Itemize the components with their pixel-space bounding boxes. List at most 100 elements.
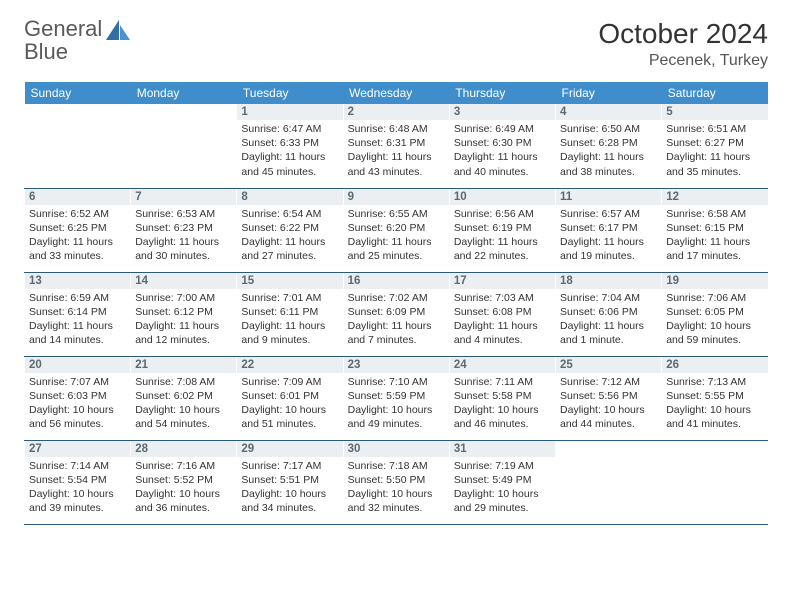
day-details: Sunrise: 7:12 AMSunset: 5:56 PMDaylight:… [560,375,657,432]
day-details: Sunrise: 7:03 AMSunset: 6:08 PMDaylight:… [454,291,551,348]
calendar-day-cell: 15Sunrise: 7:01 AMSunset: 6:11 PMDayligh… [237,272,343,356]
day-number: 19 [662,273,768,289]
calendar-day-cell: 20Sunrise: 7:07 AMSunset: 6:03 PMDayligh… [25,356,131,440]
calendar-day-cell: 4 Sunrise: 6:50 AMSunset: 6:28 PMDaylight… [556,104,662,188]
calendar-week-row: 1Sunrise: 6:47 AMSunset: 6:33 PMDaylight… [25,104,769,188]
calendar-day-cell: 1Sunrise: 6:47 AMSunset: 6:33 PMDaylight… [237,104,343,188]
day-number: 7 [131,189,236,205]
calendar-day-cell [556,440,662,524]
calendar-day-cell: 8 Sunrise: 6:54 AMSunset: 6:22 PMDaylight… [237,188,343,272]
weekday-header: Tuesday [237,82,343,104]
calendar-day-cell: 22 Sunrise: 7:09 AMSunset: 6:01 PMDayligh… [237,356,343,440]
calendar-week-row: 27 Sunrise: 7:14 AMSunset: 5:54 PMDayligh… [25,440,769,524]
day-number: 20 [25,357,130,373]
day-number: 12 [662,189,768,205]
day-number: 17 [450,273,555,289]
day-number: 8 [237,189,342,205]
day-details: Sunrise: 6:51 AMSunset: 6:27 PMDaylight:… [666,122,764,179]
calendar-day-cell: 25 Sunrise: 7:12 AMSunset: 5:56 PMDayligh… [556,356,662,440]
day-details: Sunrise: 7:02 AMSunset: 6:09 PMDaylight:… [348,291,445,348]
day-number: 10 [450,189,555,205]
day-details: Sunrise: 7:17 AMSunset: 5:51 PMDaylight:… [241,459,338,516]
day-number: 27 [25,441,130,457]
day-details: Sunrise: 7:09 AMSunset: 6:01 PMDaylight:… [241,375,338,432]
day-details: Sunrise: 6:55 AMSunset: 6:20 PMDaylight:… [348,207,445,264]
location-label: Pecenek, Turkey [598,52,768,70]
weekday-header: Wednesday [343,82,449,104]
weekday-header: Monday [131,82,237,104]
calendar-day-cell: 23Sunrise: 7:10 AMSunset: 5:59 PMDayligh… [343,356,449,440]
calendar-day-cell: 18 Sunrise: 7:04 AMSunset: 6:06 PMDayligh… [556,272,662,356]
day-details: Sunrise: 6:59 AMSunset: 6:14 PMDaylight:… [29,291,126,348]
calendar-week-row: 6 Sunrise: 6:52 AMSunset: 6:25 PMDaylight… [25,188,769,272]
calendar-day-cell: 7 Sunrise: 6:53 AMSunset: 6:23 PMDaylight… [131,188,237,272]
calendar-day-cell: 13 Sunrise: 6:59 AMSunset: 6:14 PMDayligh… [25,272,131,356]
day-number: 5 [662,104,768,120]
day-details: Sunrise: 7:01 AMSunset: 6:11 PMDaylight:… [241,291,338,348]
calendar-week-row: 20Sunrise: 7:07 AMSunset: 6:03 PMDayligh… [25,356,769,440]
weekday-header: Thursday [449,82,555,104]
day-details: Sunrise: 7:00 AMSunset: 6:12 PMDaylight:… [135,291,232,348]
day-details: Sunrise: 6:49 AMSunset: 6:30 PMDaylight:… [454,122,551,179]
calendar-day-cell: 21 Sunrise: 7:08 AMSunset: 6:02 PMDayligh… [131,356,237,440]
calendar-day-cell: 5 Sunrise: 6:51 AMSunset: 6:27 PMDaylight… [662,104,768,188]
day-details: Sunrise: 6:56 AMSunset: 6:19 PMDaylight:… [454,207,551,264]
day-number: 22 [237,357,342,373]
calendar-day-cell: 9 Sunrise: 6:55 AMSunset: 6:20 PMDaylight… [343,188,449,272]
calendar-day-cell: 27 Sunrise: 7:14 AMSunset: 5:54 PMDayligh… [25,440,131,524]
day-details: Sunrise: 6:50 AMSunset: 6:28 PMDaylight:… [560,122,657,179]
calendar-day-cell: 12Sunrise: 6:58 AMSunset: 6:15 PMDayligh… [662,188,768,272]
day-details: Sunrise: 6:52 AMSunset: 6:25 PMDaylight:… [29,207,126,264]
day-number: 9 [344,189,449,205]
day-number: 25 [556,357,661,373]
calendar-day-cell [25,104,131,188]
calendar-day-cell: 26 Sunrise: 7:13 AMSunset: 5:55 PMDayligh… [662,356,768,440]
calendar-day-cell: 29 Sunrise: 7:17 AMSunset: 5:51 PMDayligh… [237,440,343,524]
weekday-header: Sunday [25,82,131,104]
brand-logo: General Blue [24,18,132,64]
calendar-day-cell: 16 Sunrise: 7:02 AMSunset: 6:09 PMDayligh… [343,272,449,356]
day-details: Sunrise: 6:48 AMSunset: 6:31 PMDaylight:… [348,122,445,179]
day-number: 26 [662,357,768,373]
day-number: 14 [131,273,236,289]
day-number: 31 [450,441,555,457]
day-number: 21 [131,357,236,373]
day-details: Sunrise: 7:18 AMSunset: 5:50 PMDaylight:… [348,459,445,516]
day-details: Sunrise: 7:10 AMSunset: 5:59 PMDaylight:… [348,375,445,432]
day-number: 4 [556,104,661,120]
day-number: 16 [344,273,449,289]
day-number: 30 [344,441,449,457]
day-details: Sunrise: 7:14 AMSunset: 5:54 PMDaylight:… [29,459,126,516]
calendar-day-cell: 31Sunrise: 7:19 AMSunset: 5:49 PMDayligh… [449,440,555,524]
day-number: 18 [556,273,661,289]
day-number: 11 [556,189,661,205]
day-details: Sunrise: 6:53 AMSunset: 6:23 PMDaylight:… [135,207,232,264]
day-details: Sunrise: 7:11 AMSunset: 5:58 PMDaylight:… [454,375,551,432]
day-number: 6 [25,189,130,205]
calendar-day-cell: 14 Sunrise: 7:00 AMSunset: 6:12 PMDayligh… [131,272,237,356]
day-details: Sunrise: 7:08 AMSunset: 6:02 PMDaylight:… [135,375,232,432]
calendar-day-cell [662,440,768,524]
day-number: 3 [450,104,555,120]
day-number: 13 [25,273,130,289]
calendar-day-cell: 2 Sunrise: 6:48 AMSunset: 6:31 PMDaylight… [343,104,449,188]
day-details: Sunrise: 6:47 AMSunset: 6:33 PMDaylight:… [241,122,338,179]
sail-icon [106,20,132,47]
brand-word2: Blue [24,39,68,64]
day-details: Sunrise: 7:13 AMSunset: 5:55 PMDaylight:… [666,375,764,432]
calendar-day-cell: 24Sunrise: 7:11 AMSunset: 5:58 PMDayligh… [449,356,555,440]
day-number: 2 [344,104,449,120]
weekday-header-row: SundayMondayTuesdayWednesdayThursdayFrid… [25,82,769,104]
day-number: 28 [131,441,236,457]
weekday-header: Saturday [662,82,768,104]
calendar-day-cell: 10 Sunrise: 6:56 AMSunset: 6:19 PMDayligh… [449,188,555,272]
day-details: Sunrise: 6:54 AMSunset: 6:22 PMDaylight:… [241,207,338,264]
brand-text: General Blue [24,18,102,64]
day-number: 29 [237,441,342,457]
calendar-day-cell: 11Sunrise: 6:57 AMSunset: 6:17 PMDayligh… [556,188,662,272]
calendar-day-cell: 28Sunrise: 7:16 AMSunset: 5:52 PMDayligh… [131,440,237,524]
calendar-day-cell: 6 Sunrise: 6:52 AMSunset: 6:25 PMDaylight… [25,188,131,272]
calendar-table: SundayMondayTuesdayWednesdayThursdayFrid… [24,82,768,525]
day-details: Sunrise: 7:04 AMSunset: 6:06 PMDaylight:… [560,291,657,348]
day-details: Sunrise: 7:06 AMSunset: 6:05 PMDaylight:… [666,291,764,348]
